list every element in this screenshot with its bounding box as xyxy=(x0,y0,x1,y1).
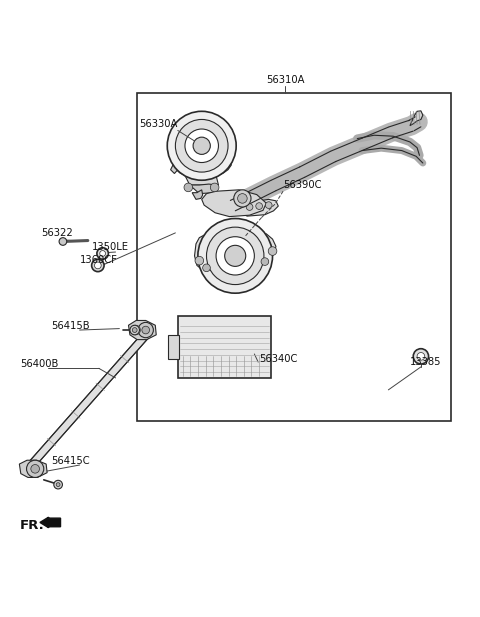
Text: 13385: 13385 xyxy=(410,357,442,367)
Circle shape xyxy=(130,325,140,335)
Circle shape xyxy=(261,258,269,265)
Circle shape xyxy=(100,251,106,256)
Circle shape xyxy=(142,326,150,334)
Circle shape xyxy=(185,129,218,162)
Circle shape xyxy=(95,262,101,269)
Text: 56340C: 56340C xyxy=(259,354,298,363)
Text: 56390C: 56390C xyxy=(283,180,322,190)
Text: 56415B: 56415B xyxy=(51,321,90,331)
FancyArrow shape xyxy=(40,517,60,528)
Circle shape xyxy=(246,204,253,210)
Circle shape xyxy=(175,120,228,172)
Bar xyxy=(178,316,271,378)
Circle shape xyxy=(256,203,263,209)
Polygon shape xyxy=(194,234,276,269)
Circle shape xyxy=(216,237,254,275)
Polygon shape xyxy=(185,175,218,185)
Bar xyxy=(168,335,179,358)
Circle shape xyxy=(265,202,272,209)
Polygon shape xyxy=(210,270,263,281)
Circle shape xyxy=(167,111,236,180)
Circle shape xyxy=(131,325,141,335)
Text: 56400B: 56400B xyxy=(20,359,58,370)
Circle shape xyxy=(92,259,104,271)
Polygon shape xyxy=(19,460,47,478)
Text: 56330A: 56330A xyxy=(140,119,178,129)
Bar xyxy=(137,93,451,421)
Circle shape xyxy=(56,482,60,487)
Circle shape xyxy=(31,465,39,473)
Text: 56322: 56322 xyxy=(41,228,73,238)
Circle shape xyxy=(59,238,67,246)
Polygon shape xyxy=(202,190,266,217)
Circle shape xyxy=(417,352,425,360)
Circle shape xyxy=(203,264,210,271)
Circle shape xyxy=(26,460,44,478)
Text: 1350LE: 1350LE xyxy=(92,242,129,252)
Circle shape xyxy=(413,349,429,364)
Text: 1360CF: 1360CF xyxy=(80,255,118,265)
Circle shape xyxy=(132,328,137,333)
Circle shape xyxy=(268,247,277,255)
Circle shape xyxy=(97,247,108,259)
Circle shape xyxy=(54,480,62,489)
Polygon shape xyxy=(173,157,231,175)
Text: FR.: FR. xyxy=(20,520,45,532)
Circle shape xyxy=(210,183,219,192)
Circle shape xyxy=(193,137,210,154)
Text: 56310A: 56310A xyxy=(266,75,305,85)
Polygon shape xyxy=(190,184,216,194)
Circle shape xyxy=(198,218,273,293)
Circle shape xyxy=(195,256,204,265)
Polygon shape xyxy=(192,190,203,199)
Polygon shape xyxy=(240,199,278,216)
Circle shape xyxy=(206,227,264,284)
Polygon shape xyxy=(410,111,423,126)
Circle shape xyxy=(225,246,246,267)
Circle shape xyxy=(238,194,247,203)
Text: 56415C: 56415C xyxy=(51,457,90,466)
Polygon shape xyxy=(24,329,152,473)
Circle shape xyxy=(138,322,154,337)
Circle shape xyxy=(234,190,251,207)
Circle shape xyxy=(184,183,192,192)
Polygon shape xyxy=(129,320,156,339)
Polygon shape xyxy=(170,165,178,173)
